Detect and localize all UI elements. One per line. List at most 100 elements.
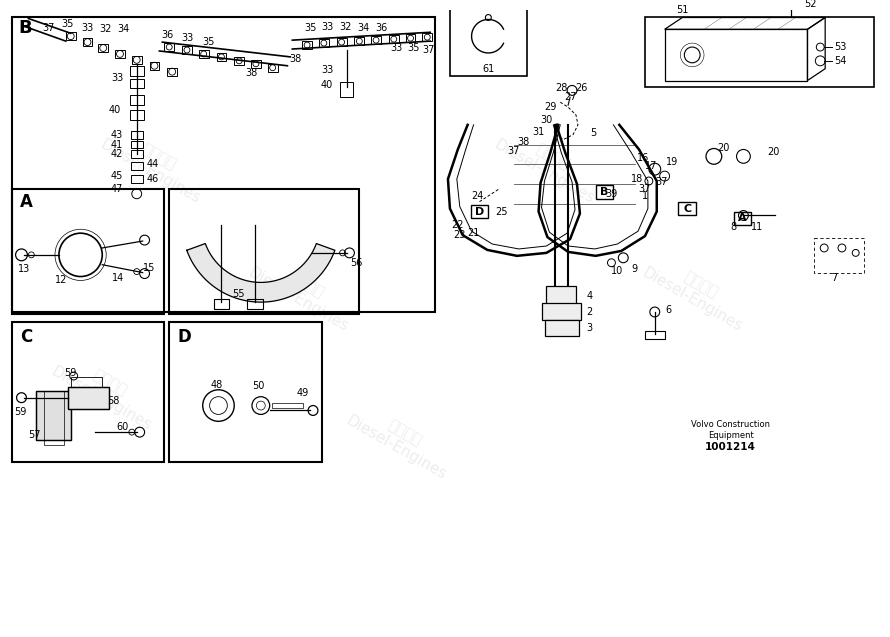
Text: 20: 20: [717, 143, 730, 152]
Bar: [645, 331, 665, 339]
Text: 40: 40: [320, 80, 333, 90]
Text: 19: 19: [667, 157, 679, 168]
Bar: [115, 50, 125, 58]
Text: D: D: [475, 206, 484, 217]
Bar: [131, 131, 142, 139]
Bar: [130, 78, 143, 89]
Text: 37: 37: [639, 184, 651, 194]
Text: 36: 36: [375, 24, 387, 33]
Text: 61: 61: [482, 64, 495, 74]
Text: 60: 60: [117, 422, 129, 433]
Text: 28: 28: [555, 83, 568, 94]
Text: 38: 38: [518, 136, 530, 147]
Bar: [541, 303, 581, 320]
Bar: [471, 204, 489, 218]
Text: 45: 45: [111, 171, 123, 181]
Text: 34: 34: [117, 24, 129, 34]
Bar: [98, 44, 109, 52]
Text: 41: 41: [111, 140, 123, 150]
Bar: [271, 403, 303, 408]
Text: 11: 11: [751, 222, 764, 233]
Bar: [406, 34, 416, 42]
Text: 25: 25: [495, 206, 507, 217]
Text: 38: 38: [289, 54, 302, 64]
Bar: [182, 46, 192, 54]
Text: 16: 16: [637, 154, 649, 163]
Text: 33: 33: [391, 43, 403, 53]
Bar: [216, 53, 226, 61]
Text: A: A: [738, 213, 747, 224]
Bar: [198, 50, 208, 58]
Bar: [68, 387, 109, 408]
Text: 33: 33: [181, 33, 193, 43]
Text: 紫发动力
Diesel-Engines: 紫发动力 Diesel-Engines: [97, 122, 212, 206]
Text: 紫发动力
Diesel-Engines: 紫发动力 Diesel-Engines: [245, 250, 360, 334]
Bar: [131, 150, 142, 159]
Text: 4: 4: [587, 291, 593, 301]
Bar: [131, 175, 142, 183]
Text: 40: 40: [109, 105, 121, 115]
Text: 37: 37: [422, 45, 434, 55]
Bar: [319, 39, 328, 47]
Text: C: C: [684, 204, 692, 213]
Text: 36: 36: [161, 30, 174, 40]
Text: 20: 20: [767, 147, 779, 157]
Text: 1: 1: [642, 190, 648, 201]
Text: 14: 14: [112, 273, 124, 283]
Text: 38: 38: [245, 68, 257, 78]
Bar: [645, 17, 874, 87]
Bar: [336, 38, 346, 46]
Text: 33: 33: [81, 24, 93, 33]
Bar: [423, 33, 433, 41]
Bar: [247, 299, 263, 309]
Text: 18: 18: [631, 174, 643, 184]
Text: 58: 58: [107, 396, 119, 406]
Bar: [340, 82, 353, 97]
Bar: [150, 62, 159, 69]
Bar: [214, 299, 230, 309]
Bar: [665, 29, 807, 80]
Bar: [450, 9, 527, 76]
Text: 35: 35: [408, 43, 420, 53]
Text: 53: 53: [834, 42, 846, 52]
Text: 1001214: 1001214: [705, 442, 756, 452]
Text: 17: 17: [644, 161, 657, 171]
Text: 21: 21: [467, 228, 480, 238]
Text: 34: 34: [357, 24, 369, 33]
Bar: [678, 202, 696, 215]
Text: 2: 2: [587, 307, 593, 317]
Text: 32: 32: [99, 24, 111, 34]
Text: C: C: [20, 327, 33, 346]
Text: 51: 51: [676, 4, 689, 15]
Text: 15: 15: [143, 262, 156, 273]
Text: 10: 10: [611, 266, 624, 276]
Bar: [268, 64, 278, 72]
Text: 59: 59: [14, 408, 27, 417]
Text: 33: 33: [321, 22, 334, 32]
Text: 6: 6: [666, 305, 672, 315]
Text: 35: 35: [202, 37, 214, 47]
Text: B: B: [601, 187, 609, 197]
Text: 57: 57: [28, 430, 41, 440]
Text: 33: 33: [321, 65, 334, 75]
Bar: [165, 43, 174, 51]
Bar: [733, 211, 751, 225]
Text: 31: 31: [532, 127, 545, 137]
Text: 22: 22: [451, 220, 464, 231]
Text: 59: 59: [65, 368, 77, 378]
Bar: [12, 322, 165, 462]
Text: 37: 37: [508, 147, 520, 157]
Text: 54: 54: [834, 56, 846, 66]
Text: 32: 32: [339, 22, 352, 32]
Bar: [169, 189, 360, 314]
Text: 7: 7: [831, 273, 837, 283]
Text: 49: 49: [296, 388, 308, 397]
Text: 43: 43: [111, 130, 123, 140]
Text: 紫发动力
Diesel-Engines: 紫发动力 Diesel-Engines: [48, 348, 162, 433]
Text: 30: 30: [540, 115, 553, 125]
Text: 23: 23: [454, 230, 466, 240]
Bar: [354, 37, 364, 45]
Bar: [132, 56, 142, 64]
Bar: [546, 320, 579, 336]
Text: 46: 46: [146, 174, 158, 184]
